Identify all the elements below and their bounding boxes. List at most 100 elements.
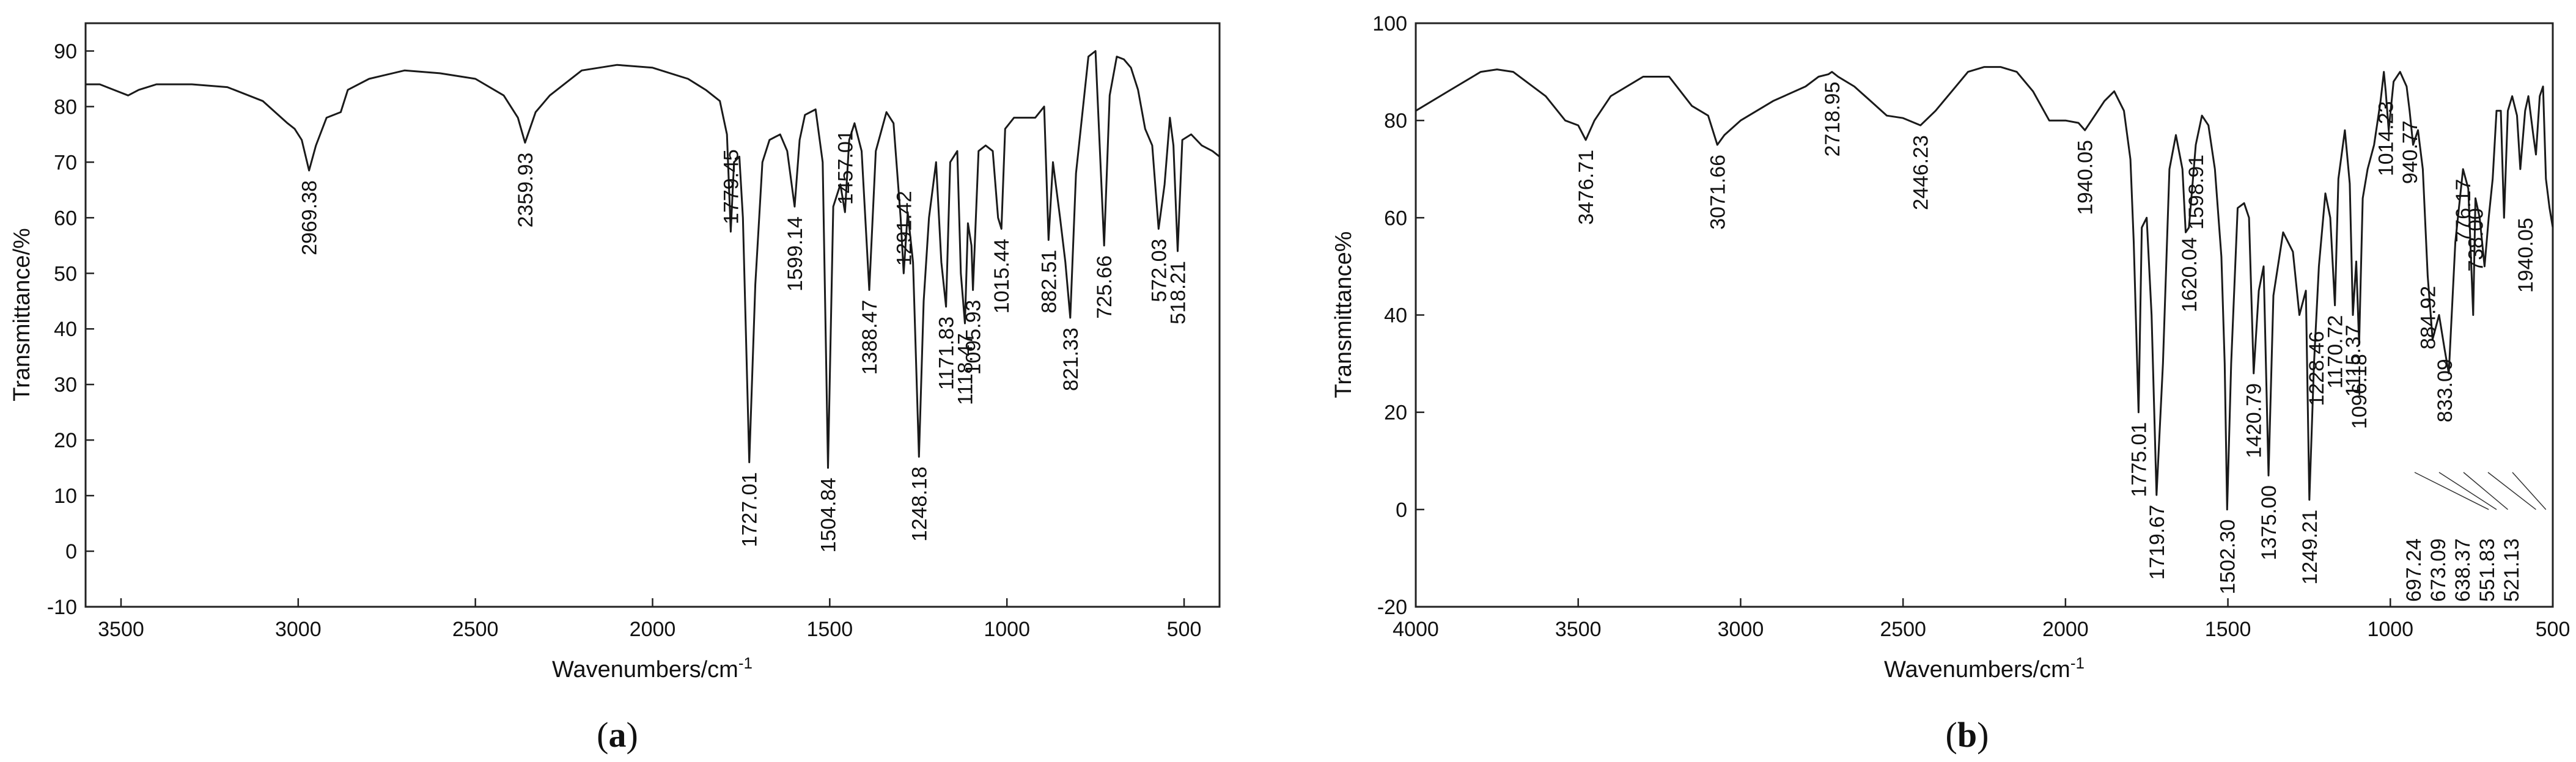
- peak-label-a-1015-44: 1015.44: [990, 239, 1014, 314]
- x-tick-label-a: 2500: [452, 618, 499, 641]
- peak-label-b-776-17: 776.17: [2452, 179, 2475, 243]
- peak-label-a-1457-01: 1457.01: [834, 130, 857, 205]
- x-tick-label-b: 3500: [1555, 618, 1602, 641]
- peak-label-b-3071-66: 3071.66: [1706, 155, 1729, 230]
- x-tick-label-a: 3500: [98, 618, 144, 641]
- peak-label-b-673-09: 673.09: [2427, 538, 2450, 602]
- panel-label-b-close: ): [1977, 715, 1989, 755]
- peak-label-b-833-09: 833.09: [2434, 359, 2457, 422]
- peak-label-a-1291-42: 1291.42: [892, 191, 916, 266]
- y-tick-label-b: 60: [1384, 207, 1407, 230]
- y-tick-label-a: 40: [54, 318, 77, 341]
- y-tick-label-b: 0: [1396, 499, 1407, 522]
- x-tick-label-b: 2000: [2042, 618, 2089, 641]
- peak-label-a-1118-47: 1118.47: [954, 333, 977, 405]
- y-tick-label-b: 40: [1384, 304, 1407, 328]
- y-tick-label-a: 60: [54, 207, 77, 230]
- y-tick-label-a: 30: [54, 373, 77, 397]
- peak-label-a-2359-93: 2359.93: [514, 153, 537, 228]
- peak-label-b-2446-23: 2446.23: [1910, 135, 1933, 210]
- peak-label-a-1095-93: 1095.93: [962, 300, 985, 375]
- peak-leader-b: [2512, 472, 2547, 510]
- peak-label-b-1170-72: 1170.72: [2324, 315, 2347, 389]
- x-tick-label-a: 1000: [984, 618, 1030, 641]
- peak-label-a-1779-45: 1779.45: [719, 149, 743, 224]
- x-tick-label-a: 3000: [275, 618, 322, 641]
- peak-label-b-1096-18: 1096.18: [2348, 354, 2371, 429]
- x-axis-title-b-sup: -1: [2070, 654, 2085, 672]
- peak-label-b-1598-91: 1598.91: [2185, 155, 2208, 230]
- panel-label-a: (a): [597, 715, 638, 755]
- peak-label-a-2969-38: 2969.38: [298, 180, 322, 255]
- y-tick-label-b: 80: [1384, 109, 1407, 133]
- peak-label-b-1620-04: 1620.04: [2178, 237, 2201, 312]
- peak-leader-b: [2487, 472, 2536, 510]
- x-tick-label-a: 1500: [807, 618, 853, 641]
- peak-label-b-3476-71: 3476.71: [1575, 150, 1598, 225]
- peak-label-b-1502-30: 1502.30: [2216, 519, 2239, 595]
- y-tick-label-b: -20: [1377, 596, 1407, 619]
- y-tick-label-a: 70: [54, 151, 77, 174]
- y-tick-label-b: 20: [1384, 401, 1407, 425]
- y-tick-label-a: 50: [54, 262, 77, 285]
- peak-label-b-1014-23: 1014.23: [2375, 101, 2398, 176]
- y-axis-title-b: Transmittance%: [1331, 231, 1356, 398]
- peak-label-a-1171-83: 1171.83: [935, 317, 959, 390]
- peak-leader-b: [2463, 472, 2508, 510]
- y-tick-label-a: 20: [54, 429, 77, 452]
- panel-label-b-letter: b: [1957, 715, 1977, 755]
- x-tick-label-a: 2000: [630, 618, 676, 641]
- y-tick-label-b: 100: [1372, 12, 1407, 35]
- x-ticks-b: 4000 3500 3000 2500 2000 1500 1000 500: [1393, 598, 2570, 641]
- x-ticks-a: 3500 3000 2500 2000 1500 1000 500: [98, 598, 1201, 641]
- peak-label-a-1388-47: 1388.47: [858, 300, 881, 375]
- peak-label-a-1248-18: 1248.18: [908, 466, 931, 541]
- peak-labels-b: 3476.71 3071.66 2718.95 2446.23 1940.05 1775.…: [1575, 82, 2547, 602]
- spectrum-line-b: [1415, 66, 2554, 511]
- peak-label-b-1940-05-dup: 1940.05: [2514, 218, 2537, 293]
- x-axis-title-a-sup: -1: [738, 654, 753, 672]
- peak-label-b-940-77: 940.77: [2399, 120, 2422, 184]
- peak-label-b-1775-01: 1775.01: [2127, 422, 2151, 497]
- chart-panel-b: 4000 3500 3000 2500 2000 1500 1000 500 -20 0 20 40…: [1331, 12, 2570, 755]
- x-tick-label-b: 2500: [1880, 618, 1926, 641]
- peak-label-a-1504-84: 1504.84: [817, 478, 841, 553]
- peak-label-b-521-13: 521.13: [2500, 538, 2523, 602]
- panel-label-a-close: ): [627, 715, 638, 755]
- peak-label-b-638-37: 638.37: [2451, 538, 2475, 602]
- peak-label-b-1940-05: 1940.05: [2074, 140, 2097, 215]
- x-tick-label-b: 4000: [1393, 618, 1439, 641]
- peak-label-a-1599-14: 1599.14: [784, 216, 807, 291]
- x-tick-label-b: 1000: [2367, 618, 2413, 641]
- panel-label-b: (b): [1946, 715, 1989, 755]
- peak-label-b-738-00: 738.00: [2465, 208, 2488, 272]
- y-tick-label-a: 90: [54, 40, 77, 63]
- x-tick-label-a: 500: [1167, 618, 1202, 641]
- y-tick-label-a: -10: [47, 596, 77, 619]
- peak-leader-b: [2438, 472, 2497, 510]
- peak-label-a-1727-01: 1727.01: [738, 472, 762, 548]
- y-ticks-a: -10 0 10 20 30 40 50 60 70 80 90: [47, 40, 94, 619]
- peak-leader-b: [2414, 472, 2489, 510]
- chart-panel-a: 3500 3000 2500 2000 1500 1000 500 -10 0 10 20 30 40…: [9, 22, 1221, 755]
- y-ticks-b: -20 0 20 40 60 80 100: [1372, 12, 1424, 619]
- peak-label-a-725-66: 725.66: [1093, 255, 1116, 319]
- x-axis-title-b-text: Wavenumbers/cm: [1884, 657, 2070, 683]
- peak-label-b-551-83: 551.83: [2476, 538, 2499, 602]
- peak-label-b-1228-46: 1228.46: [2305, 331, 2328, 406]
- peak-label-b-697-24: 697.24: [2402, 538, 2426, 602]
- peak-labels-a: 2969.38 2359.93 1779.45 1727.01 1599.14 1504.…: [298, 130, 1190, 552]
- panel-label-a-letter: a: [609, 715, 627, 755]
- panel-label-b-open: (: [1946, 715, 1957, 755]
- peak-label-a-821-33: 821.33: [1059, 328, 1083, 391]
- spectrum-line-a: [86, 50, 1220, 469]
- peak-label-b-1420-79: 1420.79: [2243, 383, 2266, 458]
- y-axis-title-a: Transmittance/%: [9, 228, 35, 401]
- panel-label-a-open: (: [597, 715, 608, 755]
- x-axis-title-b: Wavenumbers/cm-1: [1884, 654, 2085, 683]
- peak-label-b-1375-00: 1375.00: [2258, 485, 2281, 560]
- x-axis-title-a-text: Wavenumbers/cm: [552, 657, 738, 683]
- peak-label-b-1115-37: 1115.37: [2342, 325, 2365, 397]
